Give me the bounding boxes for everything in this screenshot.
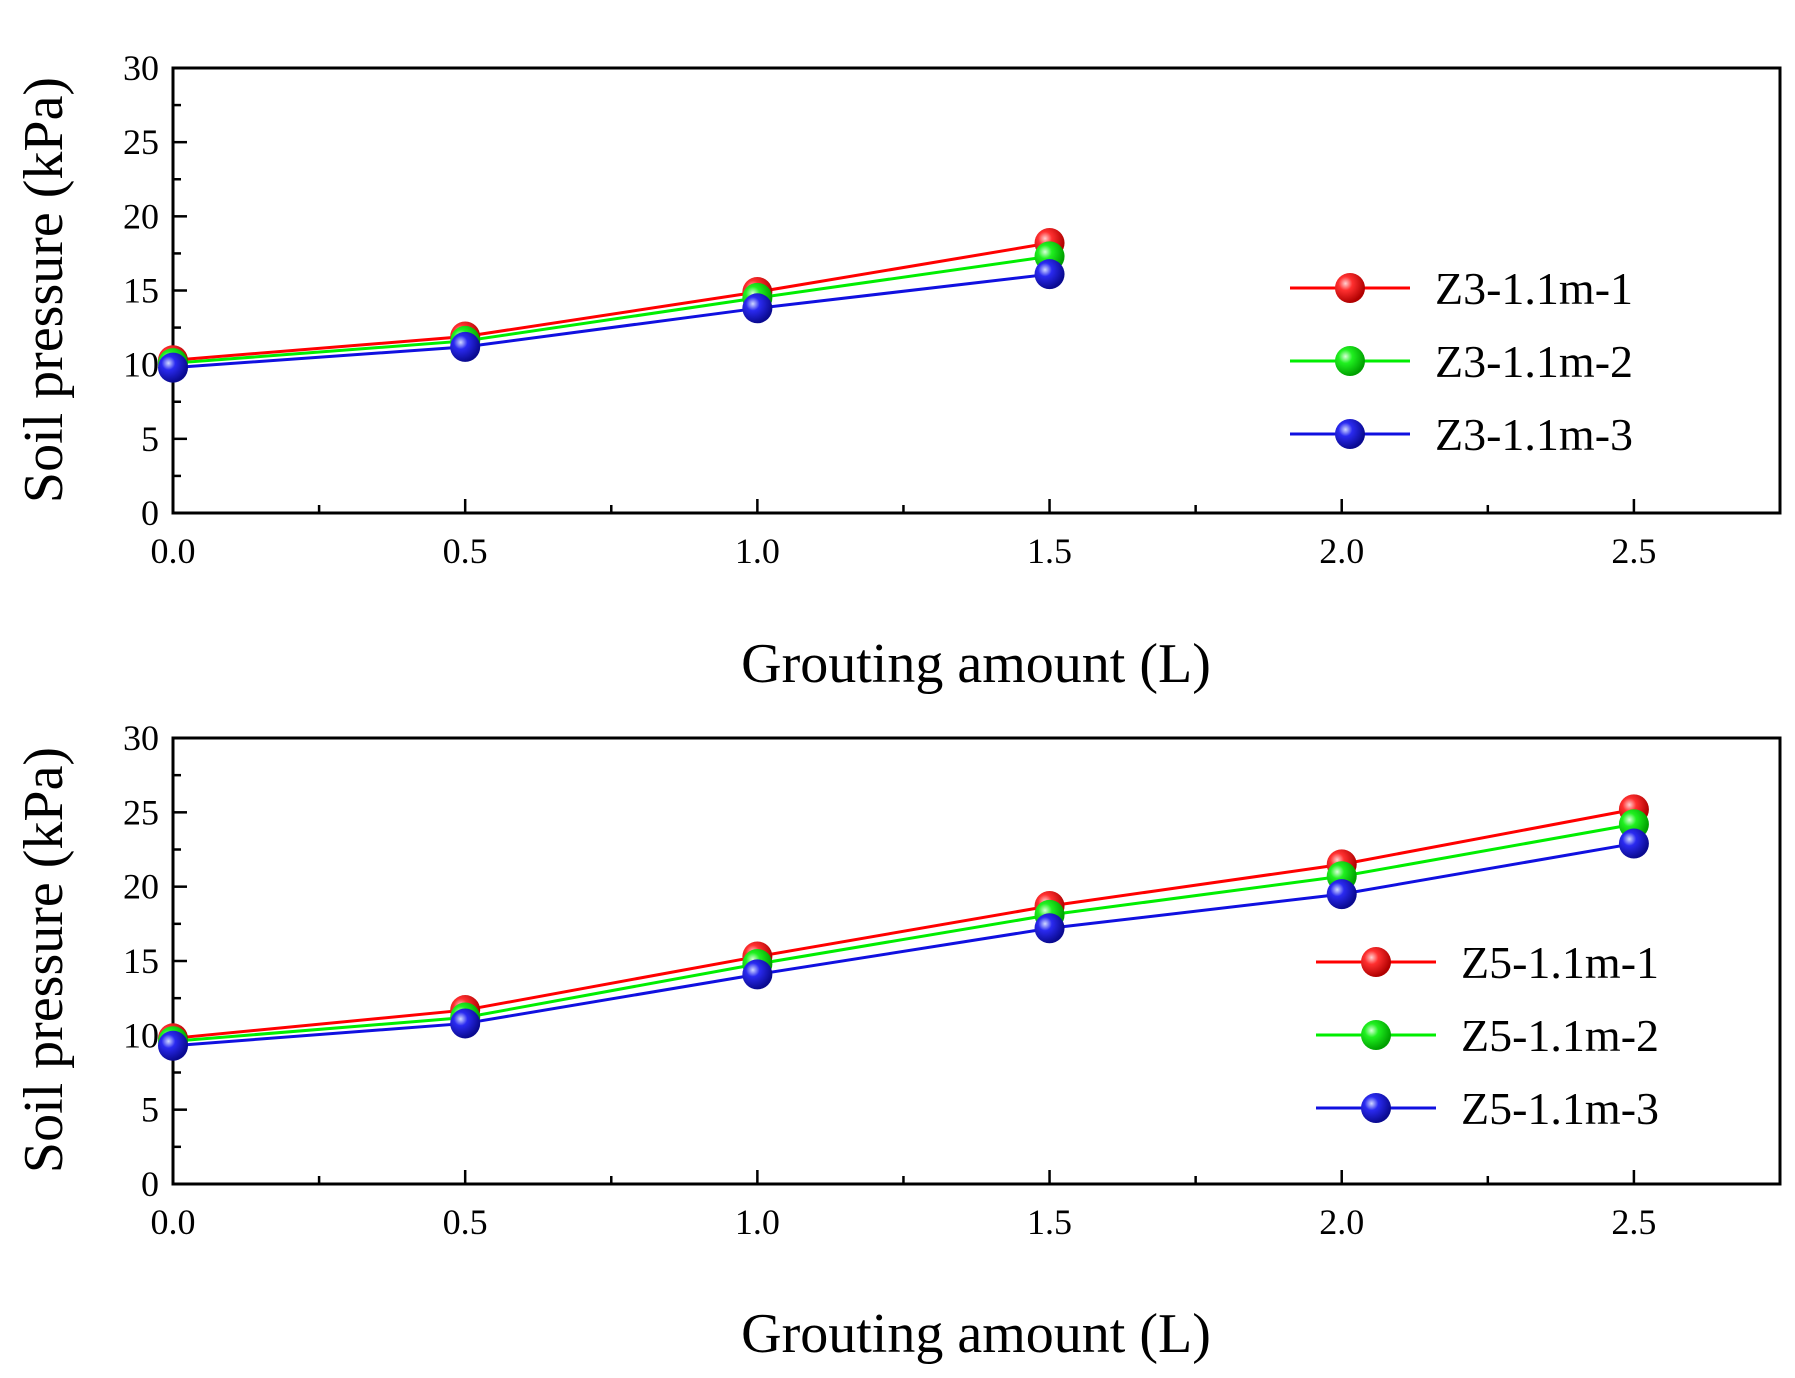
x-tick-label: 0.5 [443, 531, 488, 571]
x-tick-label: 2.0 [1319, 531, 1364, 571]
legend-marker [1335, 346, 1365, 376]
y-tick-label: 20 [123, 196, 159, 236]
x-tick-label: 1.5 [1027, 1202, 1072, 1242]
data-point-Z5-1.1m-3 [742, 959, 773, 990]
legend-marker [1361, 1020, 1391, 1050]
x-tick-labels: 0.0 0.5 1.0 1.5 2.0 2.5 [151, 1202, 1657, 1242]
y-tick-label: 10 [123, 1015, 159, 1055]
y-tick-label: 0 [141, 1164, 159, 1204]
legend: Z5-1.1m-1 Z5-1.1m-2 Z5-1.1m-3 [1316, 937, 1659, 1134]
x-tick-label: 2.5 [1611, 531, 1656, 571]
y-tick-label: 0 [141, 493, 159, 533]
y-tick-label: 30 [123, 718, 159, 758]
data-point-Z5-1.1m-3 [1326, 879, 1357, 910]
legend-label: Z3-1.1m-3 [1435, 409, 1633, 460]
series-line-Z3-1.1m-2 [172, 254, 1050, 365]
series-line-Z3-1.1m-1 [172, 241, 1050, 362]
x-tick-label: 0.0 [151, 1202, 196, 1242]
legend-marker [1361, 1093, 1391, 1123]
x-tick-labels: 0.0 0.5 1.0 1.5 2.0 2.5 [151, 531, 1657, 571]
y-tick-label: 15 [123, 271, 159, 311]
data-point-Z3-1.1m-3 [158, 352, 188, 383]
x-tick-label: 0.5 [443, 1202, 488, 1242]
y-axis-title: Soil pressure (kPa) [13, 77, 75, 503]
legend-label: Z3-1.1m-2 [1435, 336, 1633, 387]
data-point-Z3-1.1m-3 [450, 331, 481, 362]
series-layer [158, 228, 1065, 383]
legend-marker [1335, 273, 1365, 303]
top-panel: 0.0 0.5 1.0 1.5 2.0 2.5 0 5 10 15 20 25 30 Grouting… [13, 48, 1782, 695]
y-axis-title: Soil pressure (kPa) [13, 747, 75, 1173]
x-tick-label: 2.5 [1611, 1202, 1656, 1242]
legend-label: Z5-1.1m-3 [1461, 1083, 1659, 1134]
series-line-Z5-1.1m-1 [172, 807, 1635, 1040]
series-line-Z3-1.1m-3 [172, 272, 1050, 370]
data-point-Z3-1.1m-3 [1034, 259, 1065, 290]
series-line-Z5-1.1m-2 [172, 822, 1635, 1043]
data-point-Z5-1.1m-3 [158, 1030, 188, 1061]
data-point-Z3-1.1m-3 [742, 293, 773, 324]
y-tick-label: 5 [141, 419, 159, 459]
legend-label: Z3-1.1m-1 [1435, 263, 1633, 314]
bottom-panel: 0.0 0.5 1.0 1.5 2.0 2.5 0 5 10 15 20 25 30 Grouting… [13, 718, 1782, 1365]
x-tick-label: 2.0 [1319, 1202, 1364, 1242]
data-point-Z5-1.1m-3 [1034, 913, 1065, 944]
y-tick-label: 25 [123, 122, 159, 162]
x-tick-label: 1.5 [1027, 531, 1072, 571]
y-tick-label: 15 [123, 941, 159, 981]
y-tick-label: 25 [123, 792, 159, 832]
legend-marker [1335, 419, 1365, 449]
legend-label: Z5-1.1m-2 [1461, 1010, 1659, 1061]
legend-marker [1361, 947, 1391, 977]
y-tick-label: 20 [123, 867, 159, 907]
y-tick-labels: 0 5 10 15 20 25 30 [123, 718, 159, 1204]
legend-label: Z5-1.1m-1 [1461, 937, 1659, 988]
x-axis-title: Grouting amount (L) [741, 1303, 1211, 1365]
y-tick-label: 10 [123, 345, 159, 385]
data-point-Z5-1.1m-3 [1618, 828, 1649, 859]
x-tick-label: 1.0 [735, 531, 780, 571]
series-line-Z5-1.1m-3 [172, 842, 1635, 1048]
x-tick-label: 1.0 [735, 1202, 780, 1242]
y-tick-label: 30 [123, 48, 159, 88]
y-tick-labels: 0 5 10 15 20 25 30 [123, 48, 159, 533]
x-axis-title: Grouting amount (L) [741, 633, 1211, 695]
y-tick-label: 5 [141, 1090, 159, 1130]
legend: Z3-1.1m-1 Z3-1.1m-2 Z3-1.1m-3 [1290, 263, 1633, 460]
series-layer [158, 794, 1649, 1061]
x-tick-label: 0.0 [151, 531, 196, 571]
data-point-Z5-1.1m-3 [450, 1008, 481, 1039]
